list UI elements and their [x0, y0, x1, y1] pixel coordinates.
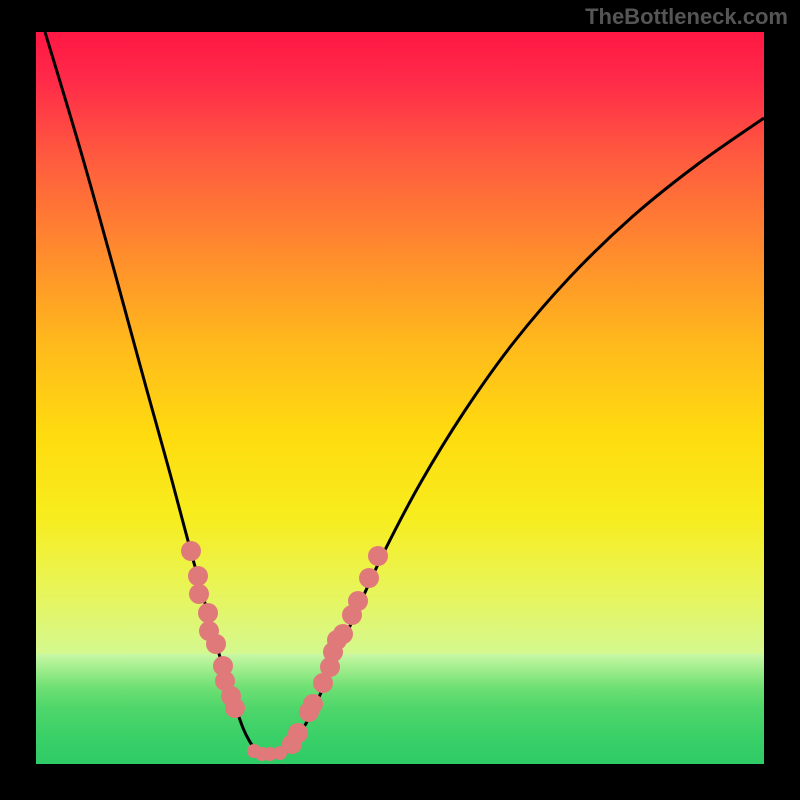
data-marker	[288, 723, 308, 743]
chart-container: TheBottleneck.com	[0, 0, 800, 800]
data-marker	[368, 546, 388, 566]
data-marker	[348, 591, 368, 611]
data-marker	[189, 584, 209, 604]
data-marker	[225, 698, 245, 718]
data-marker	[303, 694, 323, 714]
data-marker	[198, 603, 218, 623]
data-marker	[206, 634, 226, 654]
data-marker	[359, 568, 379, 588]
data-marker	[333, 624, 353, 644]
data-marker	[188, 566, 208, 586]
data-marker	[181, 541, 201, 561]
watermark-text: TheBottleneck.com	[585, 4, 788, 30]
plot-area	[36, 32, 764, 764]
left-curve	[45, 32, 261, 754]
curve-svg	[36, 32, 764, 764]
